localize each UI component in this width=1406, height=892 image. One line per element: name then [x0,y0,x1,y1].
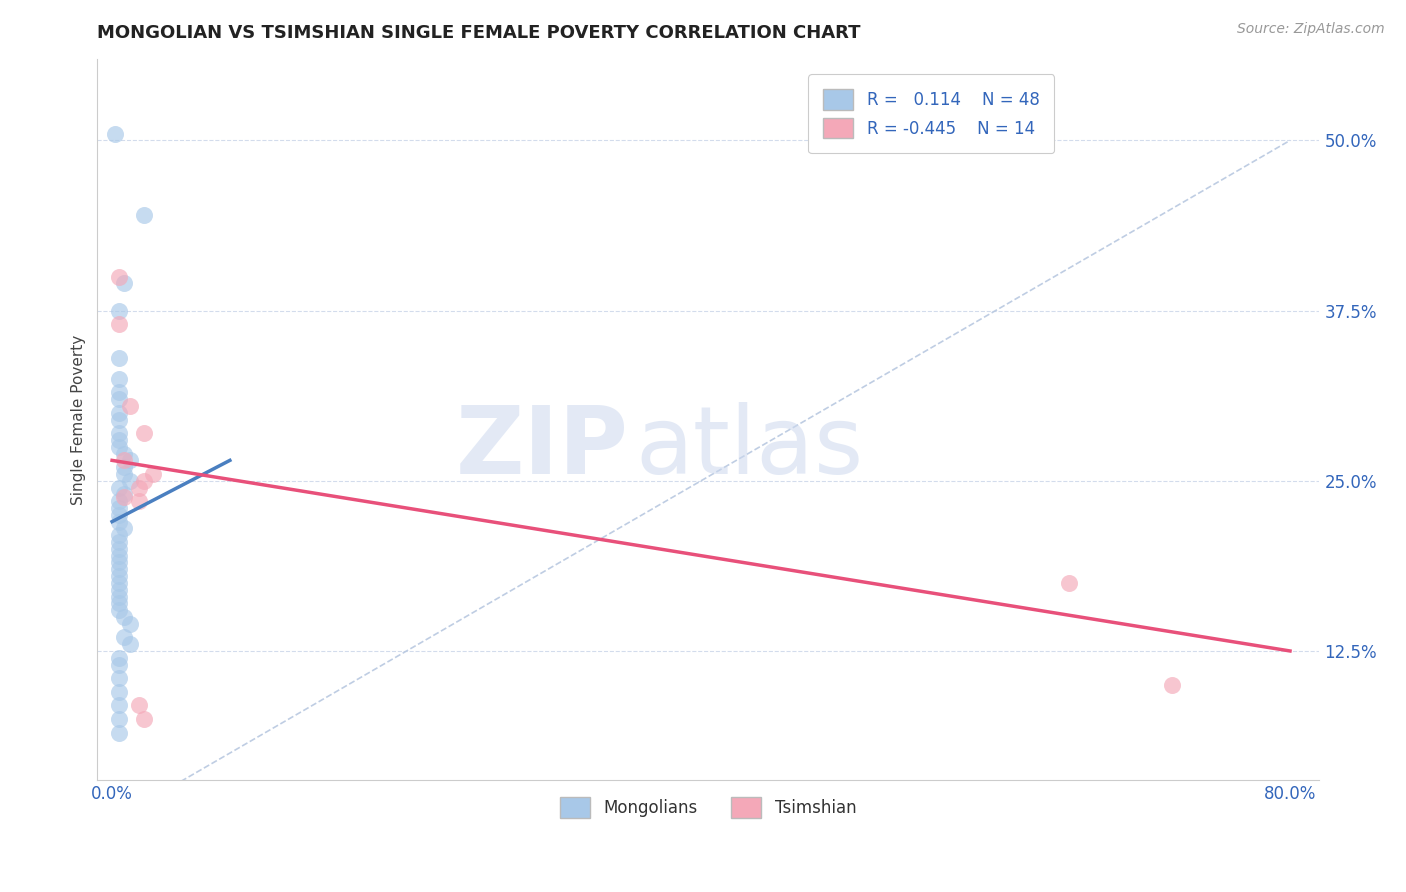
Point [118,616,141,631]
Point [1057,575,1080,590]
Point [108,494,131,508]
Point [134,208,156,222]
Point [134,712,156,726]
Point [108,508,131,522]
Point [128,698,150,713]
Point [108,671,131,685]
Text: ZIP: ZIP [456,402,628,494]
Point [108,317,131,331]
Point [108,481,131,495]
Point [108,569,131,583]
Point [108,657,131,672]
Point [108,528,131,542]
Point [108,712,131,726]
Point [142,467,165,481]
Point [108,549,131,563]
Text: MONGOLIAN VS TSIMSHIAN SINGLE FEMALE POVERTY CORRELATION CHART: MONGOLIAN VS TSIMSHIAN SINGLE FEMALE POV… [97,24,860,42]
Point [108,725,131,739]
Point [108,392,131,406]
Point [108,685,131,699]
Point [134,426,156,441]
Point [112,277,135,291]
Point [112,467,135,481]
Point [108,582,131,597]
Point [112,631,135,645]
Point [112,487,135,501]
Point [108,426,131,441]
Point [108,412,131,426]
Point [108,515,131,529]
Point [112,490,135,504]
Point [118,637,141,651]
Point [118,474,141,488]
Point [108,440,131,454]
Text: Source: ZipAtlas.com: Source: ZipAtlas.com [1237,22,1385,37]
Point [108,501,131,516]
Point [108,303,131,318]
Point [118,453,141,467]
Point [108,385,131,400]
Point [108,433,131,447]
Point [108,535,131,549]
Point [112,521,135,535]
Y-axis label: Single Female Poverty: Single Female Poverty [72,334,86,505]
Point [112,610,135,624]
Point [104,127,127,141]
Point [108,351,131,366]
Point [108,698,131,713]
Point [108,575,131,590]
Point [108,590,131,604]
Point [108,541,131,556]
Point [128,481,150,495]
Point [118,399,141,413]
Point [108,372,131,386]
Legend: Mongolians, Tsimshian: Mongolians, Tsimshian [553,789,865,826]
Point [1161,678,1184,692]
Point [112,446,135,460]
Point [112,460,135,475]
Point [112,453,135,467]
Text: atlas: atlas [636,402,863,494]
Point [108,269,131,284]
Point [108,556,131,570]
Point [108,406,131,420]
Point [108,596,131,610]
Point [108,562,131,576]
Point [128,494,150,508]
Point [134,474,156,488]
Point [108,603,131,617]
Point [108,650,131,665]
